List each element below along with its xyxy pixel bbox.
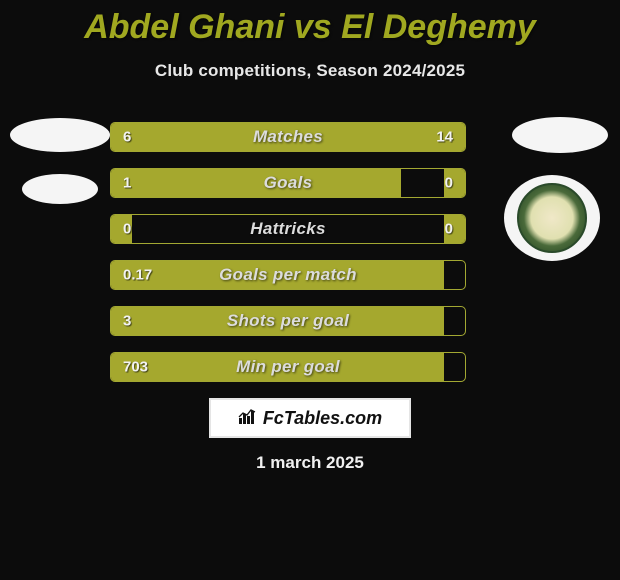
page-title: Abdel Ghani vs El Deghemy bbox=[0, 0, 620, 47]
stat-label: Hattricks bbox=[111, 219, 465, 239]
fctables-attribution: FcTables.com bbox=[209, 398, 411, 438]
stat-left-value: 0 bbox=[123, 221, 131, 238]
stat-row-shots-per-goal: 3 Shots per goal bbox=[110, 306, 466, 336]
player-left-team-icon bbox=[22, 174, 98, 204]
subtitle: Club competitions, Season 2024/2025 bbox=[0, 61, 620, 81]
club-crest-icon bbox=[517, 183, 587, 253]
stat-right-value: 14 bbox=[436, 129, 453, 146]
stat-row-hattricks: 0 Hattricks 0 bbox=[110, 214, 466, 244]
fctables-brand: FcTables.com bbox=[263, 408, 382, 429]
player-left-flag-icon bbox=[10, 118, 110, 152]
stat-right-value: 0 bbox=[445, 221, 453, 238]
stat-row-min-per-goal: 703 Min per goal bbox=[110, 352, 466, 382]
stat-left-value: 0.17 bbox=[123, 267, 152, 284]
stat-right-value: 0 bbox=[445, 175, 453, 192]
stat-label: Goals per match bbox=[111, 265, 465, 285]
stat-row-goals: 1 Goals 0 bbox=[110, 168, 466, 198]
stat-bars: 6 Matches 14 1 Goals 0 0 Hattricks 0 0.1… bbox=[110, 122, 466, 398]
player-right-badge-icon bbox=[504, 175, 600, 261]
stat-label: Shots per goal bbox=[111, 311, 465, 331]
stat-left-value: 703 bbox=[123, 359, 148, 376]
stat-left-value: 3 bbox=[123, 313, 131, 330]
stat-left-value: 6 bbox=[123, 129, 131, 146]
stat-left-value: 1 bbox=[123, 175, 131, 192]
comparison-date: 1 march 2025 bbox=[0, 453, 620, 473]
fctables-chart-icon bbox=[238, 408, 258, 429]
stat-label: Matches bbox=[111, 127, 465, 147]
stat-label: Min per goal bbox=[111, 357, 465, 377]
stat-row-goals-per-match: 0.17 Goals per match bbox=[110, 260, 466, 290]
stat-row-matches: 6 Matches 14 bbox=[110, 122, 466, 152]
player-right-flag-icon bbox=[512, 117, 608, 153]
stat-label: Goals bbox=[111, 173, 465, 193]
